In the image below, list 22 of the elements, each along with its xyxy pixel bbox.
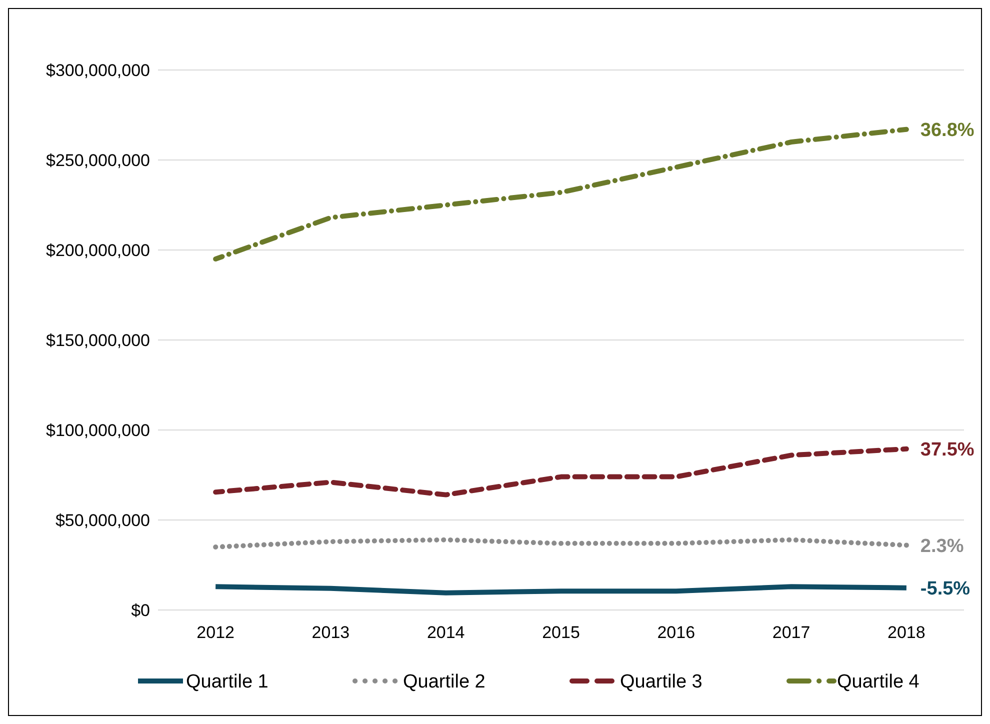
legend-label: Quartile 3 bbox=[620, 672, 702, 693]
annotation: -5.5% bbox=[920, 578, 970, 600]
legend-label: Quartile 4 bbox=[837, 672, 920, 693]
x-tick-label: 2018 bbox=[888, 623, 926, 642]
x-tick-label: 2016 bbox=[657, 623, 696, 642]
y-tick-label: $0 bbox=[131, 600, 150, 620]
y-tick-label: $200,000,000 bbox=[46, 240, 150, 260]
x-tick-label: 2015 bbox=[542, 623, 580, 642]
x-tick-label: 2012 bbox=[196, 623, 234, 642]
x-tick-label: 2017 bbox=[772, 623, 810, 642]
annotation: 37.5% bbox=[920, 440, 974, 461]
legend-label: Quartile 1 bbox=[186, 672, 268, 693]
y-tick-label: $250,000,000 bbox=[46, 150, 150, 170]
legend-label: Quartile 2 bbox=[403, 672, 486, 693]
x-tick-label: 2014 bbox=[426, 623, 465, 642]
annotation: 36.8% bbox=[920, 120, 974, 142]
x-tick-label: 2013 bbox=[312, 623, 350, 642]
y-tick-label: $100,000,000 bbox=[46, 420, 150, 440]
y-tick-label: $150,000,000 bbox=[46, 330, 150, 350]
annotation: 2.3% bbox=[920, 536, 964, 557]
y-tick-label: $300,000,000 bbox=[46, 60, 150, 80]
y-tick-label: $50,000,000 bbox=[55, 510, 150, 530]
